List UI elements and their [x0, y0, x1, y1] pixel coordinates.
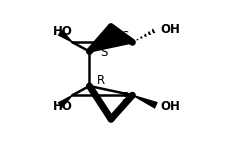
Text: S: S — [122, 30, 129, 43]
Polygon shape — [132, 41, 134, 42]
Polygon shape — [89, 27, 132, 51]
Text: OH: OH — [161, 100, 180, 113]
Text: R: R — [97, 74, 105, 87]
Polygon shape — [58, 95, 73, 108]
Polygon shape — [136, 38, 139, 40]
Text: HO: HO — [53, 25, 73, 38]
Polygon shape — [132, 95, 158, 109]
Text: HO: HO — [53, 100, 73, 113]
Text: S: S — [100, 46, 107, 59]
Polygon shape — [144, 33, 147, 37]
Polygon shape — [140, 36, 143, 39]
Polygon shape — [58, 29, 73, 43]
Text: OH: OH — [161, 23, 180, 36]
Text: S: S — [122, 91, 129, 104]
Polygon shape — [148, 31, 151, 35]
Polygon shape — [152, 28, 155, 33]
